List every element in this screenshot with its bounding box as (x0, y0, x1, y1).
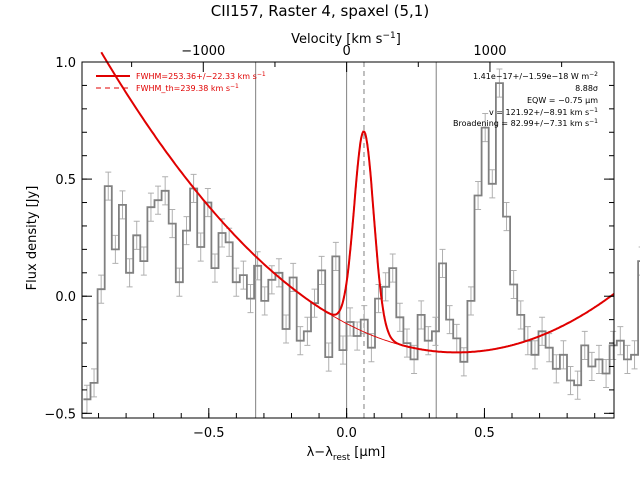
top-axis-label-sup: −1 (382, 31, 395, 41)
legend-entry-fwhm-th-text: FWHM_th=239.38 km s (136, 84, 230, 93)
fit-annotations: 1.41e−17+/−1.59e−18 W m−2 8.88σ EQW = −0… (453, 71, 598, 128)
y-axis-label: Flux density [Jy] (25, 186, 40, 291)
x-axis-label-unit: [μm] (350, 445, 385, 460)
x-axis-title: λ−λrest [μm] (307, 445, 386, 463)
annotation-flux-sup: −2 (589, 71, 598, 78)
top-axis-title: Velocity [km s−1] (291, 31, 401, 47)
top-tick-label: 1000 (473, 44, 506, 59)
legend-entry-fwhm-sup: −1 (257, 71, 266, 78)
top-axis-label: Velocity [km s (291, 32, 383, 47)
legend-entry-fwhm-text: FWHM=253.36+/−22.33 km s (136, 72, 257, 81)
y-tick-label: −0.5 (44, 407, 76, 422)
top-tick-label: 0 (342, 44, 350, 59)
plot-area: −0.5 0.0 0.5 −0.5 0.0 0.5 1.0 −1000 0 1000 (44, 44, 640, 441)
x-axis-label: λ−λ (307, 445, 334, 460)
x-tick-label: 0.5 (474, 426, 495, 441)
annotation-velocity-text: v = 121.92+/−8.91 km s (489, 108, 589, 117)
x-tick-label: −0.5 (193, 426, 225, 441)
y-tick-label: 0.0 (55, 290, 76, 305)
annotation-snr: 8.88σ (575, 84, 598, 93)
annotation-velocity: v = 121.92+/−8.91 km s−1 (489, 107, 598, 117)
legend-entry-fwhm: FWHM=253.36+/−22.33 km s−1 (136, 71, 266, 81)
top-axis-label-end: ] (396, 32, 401, 47)
total-fit-line (100, 51, 615, 354)
top-tick-label: −1000 (181, 44, 225, 59)
chart-title: CII157, Raster 4, spaxel (5,1) (211, 2, 429, 20)
plot-frame (81, 61, 615, 419)
annotation-broadening-text: Broadening = 82.99+/−7.31 km s (453, 119, 589, 128)
svg-text:Velocity [km s−1]: Velocity [km s−1] (291, 31, 401, 47)
y-tick-label: 0.5 (55, 173, 76, 188)
annotation-eqw: EQW = −0.75 μm (527, 96, 598, 105)
annotation-broadening: Broadening = 82.99+/−7.31 km s−1 (453, 118, 598, 128)
annotation-velocity-sup: −1 (589, 107, 598, 114)
legend-entry-fwhm-th-sup: −1 (230, 83, 239, 90)
legend: FWHM=253.36+/−22.33 km s−1 FWHM_th=239.3… (96, 71, 266, 93)
y-tick-label: 1.0 (55, 56, 76, 71)
legend-entry-fwhm-th: FWHM_th=239.38 km s−1 (136, 83, 239, 93)
svg-text:λ−λrest [μm]: λ−λrest [μm] (307, 445, 386, 463)
annotation-flux-text: 1.41e−17+/−1.59e−18 W m (473, 72, 589, 81)
spectrum-step-line (83, 82, 640, 401)
annotation-flux: 1.41e−17+/−1.59e−18 W m−2 (473, 71, 598, 81)
annotation-broadening-sup: −1 (589, 118, 598, 125)
x-tick-label: 0.0 (336, 426, 357, 441)
x-axis-label-sub: rest (333, 453, 351, 463)
